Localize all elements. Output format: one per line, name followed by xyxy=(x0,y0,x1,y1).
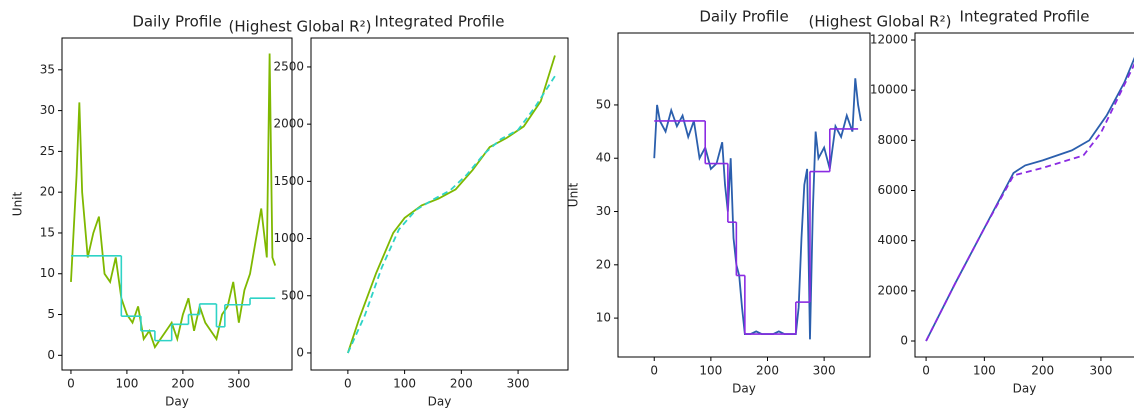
series-line xyxy=(347,55,556,354)
figure-title: (Highest Global R²) xyxy=(809,13,952,31)
x-tick-label: 100 xyxy=(115,377,138,391)
x-axis-label: Day xyxy=(165,395,189,409)
y-tick-label: 8000 xyxy=(877,133,908,147)
x-axis-label: Day xyxy=(732,382,756,396)
y-tick-label: 20 xyxy=(40,185,55,199)
y-tick-label: 2000 xyxy=(273,117,304,131)
y-tick-label: 1000 xyxy=(273,231,304,245)
y-tick-label: 4000 xyxy=(877,233,908,247)
x-axis-label: Day xyxy=(428,395,452,409)
x-tick-label: 0 xyxy=(344,377,352,391)
series-line xyxy=(347,75,556,354)
x-tick-label: 200 xyxy=(171,377,194,391)
x-tick-label: 0 xyxy=(922,364,930,378)
chart-title: Integrated Profile xyxy=(375,13,505,31)
y-tick-label: 10000 xyxy=(870,83,908,97)
x-tick-label: 100 xyxy=(393,377,416,391)
x-tick-label: 100 xyxy=(699,364,722,378)
axes-frame xyxy=(61,37,293,371)
y-tick-label: 20 xyxy=(596,257,611,271)
axes-frame xyxy=(617,32,871,358)
y-tick-label: 5 xyxy=(47,307,55,321)
y-tick-label: 500 xyxy=(281,288,304,302)
series-line xyxy=(925,56,1134,342)
axes-frame xyxy=(310,37,569,371)
y-tick-label: 0 xyxy=(296,345,304,359)
chart-title: Daily Profile xyxy=(132,13,221,31)
y-tick-label: 0 xyxy=(47,348,55,362)
series-line xyxy=(70,53,277,350)
y-tick-label: 40 xyxy=(596,151,611,165)
x-tick-label: 100 xyxy=(973,364,996,378)
series-line xyxy=(653,78,862,340)
chart-title: Integrated Profile xyxy=(960,8,1090,26)
x-tick-label: 300 xyxy=(507,377,530,391)
x-tick-label: 200 xyxy=(1031,364,1054,378)
x-tick-label: 0 xyxy=(67,377,75,391)
x-tick-label: 200 xyxy=(450,377,473,391)
series-line xyxy=(925,62,1134,342)
y-tick-label: 25 xyxy=(40,144,55,158)
y-tick-label: 2000 xyxy=(877,283,908,297)
y-axis-label: Unit xyxy=(11,191,25,216)
x-tick-label: 200 xyxy=(756,364,779,378)
y-tick-label: 30 xyxy=(596,204,611,218)
y-tick-label: 10 xyxy=(40,266,55,280)
y-tick-label: 0 xyxy=(900,333,908,347)
y-tick-label: 50 xyxy=(596,97,611,111)
x-axis-label: Day xyxy=(1013,382,1037,396)
y-tick-label: 2500 xyxy=(273,59,304,73)
y-tick-label: 30 xyxy=(40,103,55,117)
figure-title: (Highest Global R²) xyxy=(229,18,372,36)
y-tick-label: 10 xyxy=(596,311,611,325)
y-axis-label: Unit xyxy=(567,182,581,207)
x-tick-label: 0 xyxy=(650,364,658,378)
chart-title: Daily Profile xyxy=(699,8,788,26)
x-tick-label: 300 xyxy=(813,364,836,378)
axes-frame xyxy=(914,32,1134,358)
y-tick-label: 12000 xyxy=(870,33,908,47)
x-tick-label: 300 xyxy=(227,377,250,391)
y-tick-label: 35 xyxy=(40,62,55,76)
y-tick-label: 6000 xyxy=(877,183,908,197)
y-tick-label: 15 xyxy=(40,225,55,239)
x-tick-label: 300 xyxy=(1089,364,1112,378)
y-tick-label: 1500 xyxy=(273,174,304,188)
